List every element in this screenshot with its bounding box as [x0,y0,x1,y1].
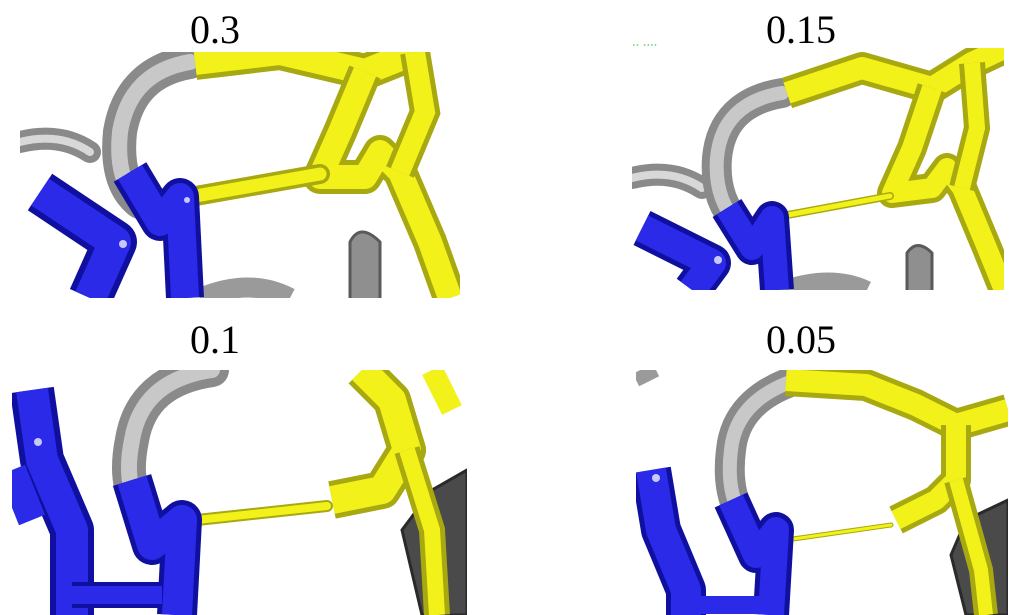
molecular-structure-render [632,48,1004,290]
structure-panel-0.15 [632,48,1004,290]
structure-panel-0.05 [636,370,1008,615]
panel-label-0.3: 0.3 [190,7,240,52]
panel-label-0.15: 0.15 [766,7,836,52]
structure-panel-0.3 [20,52,460,298]
molecular-structure-render [636,370,1008,615]
panel-label-0.05: 0.05 [766,317,836,362]
molecular-structure-render [12,370,467,615]
structure-panel-0.1 [12,370,467,615]
molecular-structure-render [20,52,460,298]
panel-label-0.1: 0.1 [190,317,240,362]
render-artifact: ∙∙ ∙∙∙∙ [632,42,658,49]
